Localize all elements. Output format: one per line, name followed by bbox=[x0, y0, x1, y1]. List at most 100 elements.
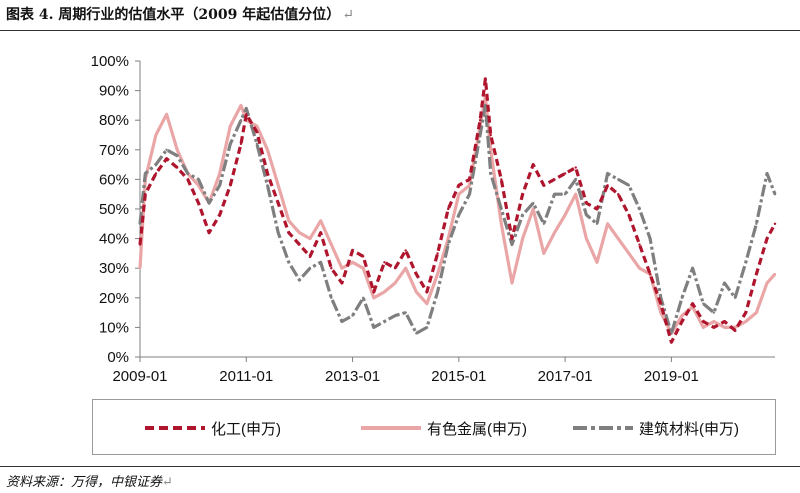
data-point-chem bbox=[175, 166, 179, 169]
data-point-construct bbox=[563, 193, 567, 196]
data-point-construct bbox=[207, 201, 211, 205]
data-point-metal bbox=[489, 148, 492, 151]
data-point-construct bbox=[606, 172, 609, 175]
data-point-metal bbox=[287, 219, 290, 223]
data-point-construct bbox=[436, 290, 439, 294]
data-point-metal bbox=[361, 267, 365, 270]
data-point-construct bbox=[287, 261, 290, 264]
axes bbox=[139, 61, 775, 358]
data-point-metal bbox=[574, 193, 577, 196]
data-point-chem bbox=[765, 237, 769, 240]
data-point-construct bbox=[239, 119, 243, 122]
data-point-construct bbox=[340, 320, 344, 323]
data-point-construct bbox=[154, 163, 158, 166]
x-tick-label: 2013-01 bbox=[325, 368, 380, 385]
y-tick-label: 0% bbox=[107, 349, 129, 366]
top-rule bbox=[0, 30, 800, 31]
data-point-metal bbox=[330, 243, 333, 246]
data-point-metal bbox=[468, 184, 471, 187]
data-point-construct bbox=[447, 243, 450, 246]
legend-item-chem: 化工(申万) bbox=[143, 418, 281, 438]
data-point-chem bbox=[670, 341, 673, 344]
data-point-chem bbox=[361, 255, 365, 258]
source-note: 资料来源：万得，中银证券↵ bbox=[6, 475, 173, 490]
y-tick-label: 50% bbox=[99, 201, 129, 218]
data-point-chem bbox=[733, 329, 737, 332]
data-point-metal bbox=[415, 290, 418, 294]
data-point-metal bbox=[659, 311, 662, 314]
y-tick-label: 20% bbox=[99, 290, 129, 307]
legend-swatch-chem bbox=[145, 426, 205, 430]
data-point-metal bbox=[308, 237, 312, 240]
data-point-construct bbox=[197, 178, 200, 181]
y-tick-label: 70% bbox=[99, 142, 129, 159]
data-point-chem bbox=[702, 320, 705, 323]
x-tick-label: 2019-01 bbox=[644, 368, 699, 385]
y-tick-label: 40% bbox=[99, 231, 129, 248]
data-point-metal bbox=[712, 320, 716, 323]
data-point-metal bbox=[383, 290, 386, 294]
data-point-metal bbox=[773, 272, 777, 276]
data-point-metal bbox=[595, 261, 599, 264]
y-tick-label: 60% bbox=[99, 171, 129, 188]
data-point-chem bbox=[585, 201, 588, 205]
data-point-construct bbox=[500, 207, 503, 211]
data-point-chem bbox=[638, 243, 641, 246]
data-point-metal bbox=[457, 193, 461, 196]
data-point-metal bbox=[765, 281, 769, 285]
data-point-metal bbox=[276, 184, 280, 187]
data-point-chem bbox=[218, 213, 221, 217]
data-point-metal bbox=[447, 237, 450, 240]
data-point-chem bbox=[165, 157, 168, 160]
data-point-construct bbox=[773, 193, 777, 196]
data-point-chem bbox=[542, 184, 546, 187]
data-point-chem bbox=[617, 193, 620, 196]
data-point-chem bbox=[266, 172, 269, 175]
data-point-chem bbox=[197, 201, 200, 205]
data-point-metal bbox=[404, 267, 407, 270]
data-point-chem bbox=[276, 201, 280, 205]
data-point-chem bbox=[648, 272, 652, 276]
data-point-construct bbox=[648, 237, 652, 240]
data-point-chem bbox=[563, 172, 567, 175]
data-point-chem bbox=[606, 184, 609, 187]
data-point-chem bbox=[489, 133, 492, 137]
data-point-construct bbox=[298, 278, 301, 282]
data-point-construct bbox=[165, 148, 168, 151]
data-point-construct bbox=[351, 314, 354, 317]
data-point-construct bbox=[595, 222, 599, 225]
data-point-chem bbox=[478, 119, 482, 122]
data-point-construct bbox=[638, 207, 641, 211]
data-point-metal bbox=[351, 261, 354, 264]
data-point-metal bbox=[627, 252, 631, 255]
data-point-chem bbox=[287, 231, 290, 234]
data-point-metal bbox=[521, 237, 524, 240]
data-point-chem bbox=[404, 249, 407, 252]
data-point-chem bbox=[553, 178, 556, 181]
data-point-metal bbox=[154, 133, 158, 137]
series-lines bbox=[138, 77, 777, 344]
data-point-construct bbox=[229, 142, 232, 146]
data-point-chem bbox=[627, 213, 631, 217]
figure-title: 图表 4. 周期行业的估值水平（2009 年起估值分位） ↵ bbox=[6, 7, 354, 23]
data-point-chem bbox=[425, 290, 429, 294]
data-point-construct bbox=[574, 178, 577, 181]
data-point-chem bbox=[255, 130, 259, 134]
data-point-chem bbox=[457, 184, 461, 187]
x-tick-label: 2017-01 bbox=[538, 368, 593, 385]
data-point-metal bbox=[500, 222, 503, 225]
data-point-construct bbox=[670, 332, 673, 335]
data-point-metal bbox=[617, 237, 620, 240]
data-point-construct bbox=[218, 184, 221, 187]
data-point-metal bbox=[175, 148, 179, 151]
data-point-construct bbox=[691, 267, 694, 270]
data-point-chem bbox=[595, 207, 599, 211]
data-point-construct bbox=[733, 296, 737, 299]
data-point-metal bbox=[680, 314, 684, 317]
data-point-chem bbox=[436, 252, 439, 255]
data-point-chem bbox=[415, 272, 418, 276]
data-point-chem bbox=[229, 184, 232, 187]
data-point-chem bbox=[330, 267, 333, 270]
data-point-metal bbox=[702, 326, 705, 329]
data-point-chem bbox=[755, 272, 758, 276]
